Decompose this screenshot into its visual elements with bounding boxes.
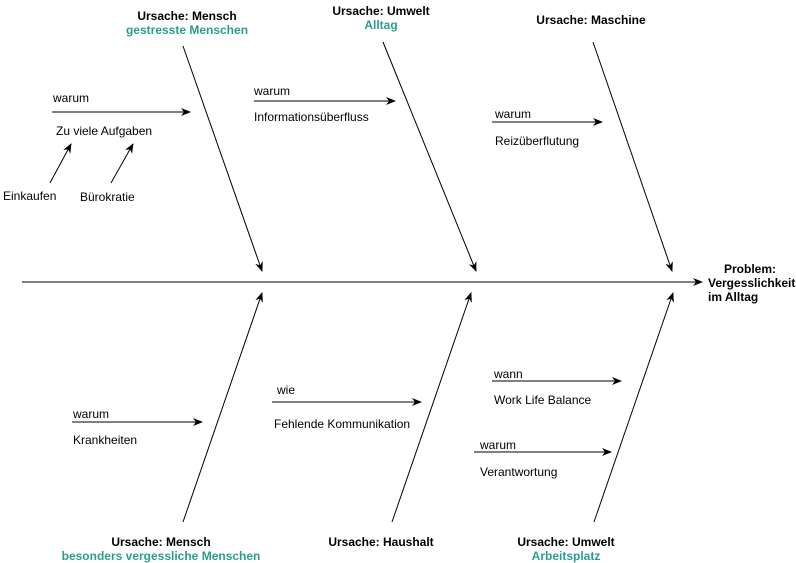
- category-top-mensch-subtitle: gestresste Menschen: [125, 23, 249, 37]
- category-top-umwelt-subtitle: Alltag: [364, 18, 398, 32]
- category-bot-umwelt-subtitle: Arbeitsplatz: [531, 549, 601, 563]
- category-bot-haushalt-title: Ursache: Haushalt: [328, 535, 434, 549]
- subcause-buerokratie: Bürokratie: [80, 190, 135, 204]
- category-bot-mensch-subtitle: besonders vergessliche Menschen: [61, 549, 261, 563]
- problem-line2: im Alltag: [708, 290, 759, 304]
- bone-top-maschine: [592, 41, 673, 272]
- cause-info-label: warum: [254, 84, 291, 98]
- subcause-einkaufen: Einkaufen: [3, 189, 57, 203]
- problem-line1: Vergesslichkeit: [708, 276, 796, 290]
- cause-verantw-text: Verantwortung: [480, 465, 558, 479]
- category-bot-umwelt-title: Ursache: Umwelt: [517, 535, 615, 549]
- cause-komm-label: wie: [277, 383, 296, 397]
- cause-reiz-label: warum: [495, 107, 532, 121]
- cause-verantw-label: warum: [480, 438, 517, 452]
- cause-komm-text: Fehlende Kommunikation: [274, 417, 411, 431]
- bone-bot-haushalt: [391, 292, 472, 523]
- cause-balance-label: wann: [494, 367, 523, 381]
- category-bot-mensch-title: Ursache: Mensch: [111, 535, 211, 549]
- category-top-maschine-title: Ursache: Maschine: [536, 13, 646, 27]
- cause-zu-viele-text: Zu viele Aufgaben: [56, 124, 153, 138]
- bone-top-mensch: [182, 45, 263, 272]
- category-top-umwelt-title: Ursache: Umwelt: [332, 4, 430, 18]
- arrow-einkaufen: [49, 143, 72, 184]
- cause-reiz-text: Reizüberflutung: [495, 134, 580, 148]
- cause-info-text: Informationsüberfluss: [254, 110, 369, 124]
- cause-krank-label: warum: [73, 407, 110, 421]
- cause-krank-text: Krankheiten: [73, 433, 138, 447]
- bone-bot-mensch: [182, 292, 263, 523]
- category-top-mensch-title: Ursache: Mensch: [137, 9, 237, 23]
- problem-label: Problem:: [724, 262, 777, 276]
- cause-balance-text: Work Life Balance: [494, 393, 592, 407]
- bone-bot-umwelt: [593, 292, 674, 523]
- cause-zu-viele-label: warum: [53, 91, 90, 105]
- bone-top-umwelt: [382, 41, 477, 272]
- arrow-buerokratie: [110, 143, 134, 184]
